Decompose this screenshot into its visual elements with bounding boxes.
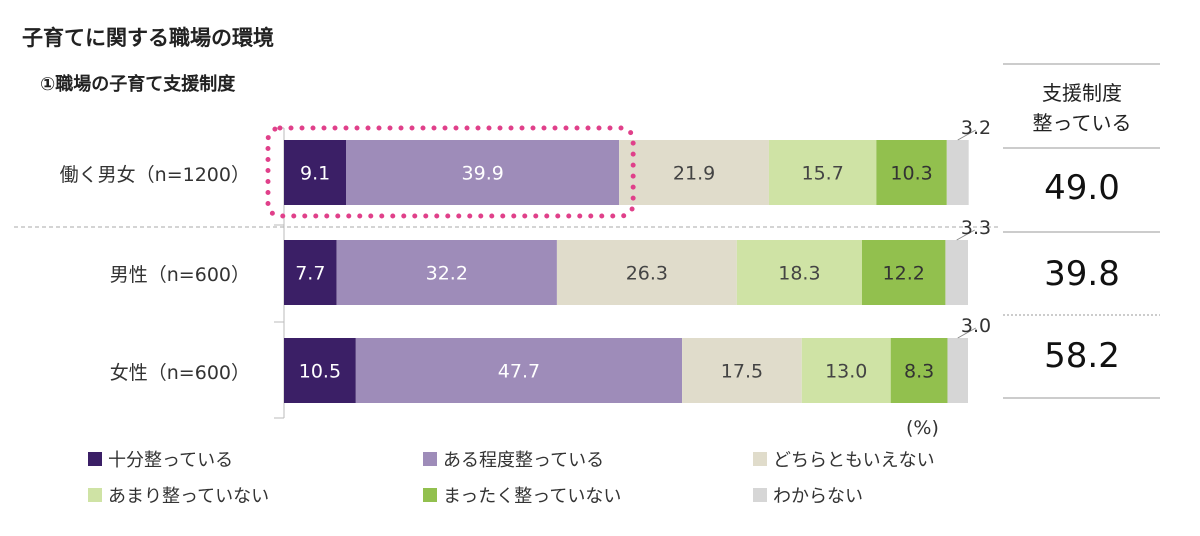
side-header-line1: 支援制度 <box>1042 81 1122 105</box>
side-column-header: 支援制度 整っている <box>1003 78 1161 138</box>
data-label: 10.3 <box>890 163 932 185</box>
legend-item: あまり整っていない <box>88 482 269 508</box>
bar-segment <box>619 140 769 205</box>
bar-segment <box>945 240 968 305</box>
bar-segment <box>284 338 356 403</box>
chart-subtitle: ①職場の子育て支援制度 <box>40 74 236 95</box>
data-label: 32.2 <box>426 263 468 285</box>
leader-line <box>956 229 975 241</box>
data-label: 7.7 <box>295 263 325 285</box>
legend-item: 十分整っている <box>88 446 233 472</box>
legend-label: わからない <box>773 486 863 507</box>
bar-segment <box>682 338 802 403</box>
bar-segment <box>801 338 891 403</box>
legend-swatch <box>753 488 767 502</box>
legend-swatch <box>423 452 437 466</box>
data-label: 10.5 <box>299 361 341 383</box>
data-label: 21.9 <box>673 163 715 185</box>
legend-label: どちらともいえない <box>773 450 935 471</box>
data-label: 3.0 <box>961 315 991 337</box>
bar-segment <box>861 240 946 305</box>
data-label: 15.7 <box>801 163 843 185</box>
bar-segment <box>346 140 620 205</box>
bar-segment <box>284 140 347 205</box>
data-label: 17.5 <box>721 361 763 383</box>
legend-item: ある程度整っている <box>423 446 604 472</box>
bar-segment <box>876 140 947 205</box>
legend-label: ある程度整っている <box>443 450 605 471</box>
bar-segment <box>736 240 862 305</box>
side-value: 39.8 <box>1044 254 1120 294</box>
category-label: 男性（n=600） <box>109 264 250 286</box>
data-label: 9.1 <box>300 163 330 185</box>
legend-label: 十分整っている <box>108 450 234 471</box>
bar-segment <box>947 338 968 403</box>
data-label: 26.3 <box>626 263 668 285</box>
bar-segment <box>768 140 877 205</box>
bar-segment <box>355 338 683 403</box>
highlight-outline <box>265 125 636 219</box>
legend-item: どちらともいえない <box>753 446 935 472</box>
legend-item: わからない <box>753 482 863 508</box>
bar-segment <box>890 338 948 403</box>
data-label: 3.2 <box>961 117 991 139</box>
side-header-line2: 整っている <box>1032 111 1132 135</box>
legend-item: まったく整っていない <box>423 482 621 508</box>
legend-swatch <box>423 488 437 502</box>
data-label: 18.3 <box>778 263 820 285</box>
side-value: 58.2 <box>1044 336 1120 376</box>
bar-segment <box>284 240 337 305</box>
leader-line <box>957 129 976 141</box>
legend-swatch <box>88 488 102 502</box>
legend-label: あまり整っていない <box>108 486 270 507</box>
category-label: 働く男女（n=1200） <box>59 164 250 186</box>
legend-label: まったく整っていない <box>443 486 622 507</box>
data-label: 3.3 <box>961 217 991 239</box>
chart-title: 子育てに関する職場の環境 <box>22 26 274 50</box>
data-label: 47.7 <box>498 361 540 383</box>
data-label: 13.0 <box>825 361 867 383</box>
bar-segment <box>946 140 969 205</box>
bar-segment <box>336 240 557 305</box>
leader-line <box>957 327 976 339</box>
category-label: 女性（n=600） <box>109 362 250 384</box>
legend-swatch <box>88 452 102 466</box>
data-label: 39.9 <box>462 163 504 185</box>
legend-swatch <box>753 452 767 466</box>
data-label: 8.3 <box>904 361 934 383</box>
unit-label: (%) <box>906 417 939 439</box>
bar-segment <box>556 240 737 305</box>
side-value: 49.0 <box>1044 168 1120 208</box>
data-label: 12.2 <box>883 263 925 285</box>
